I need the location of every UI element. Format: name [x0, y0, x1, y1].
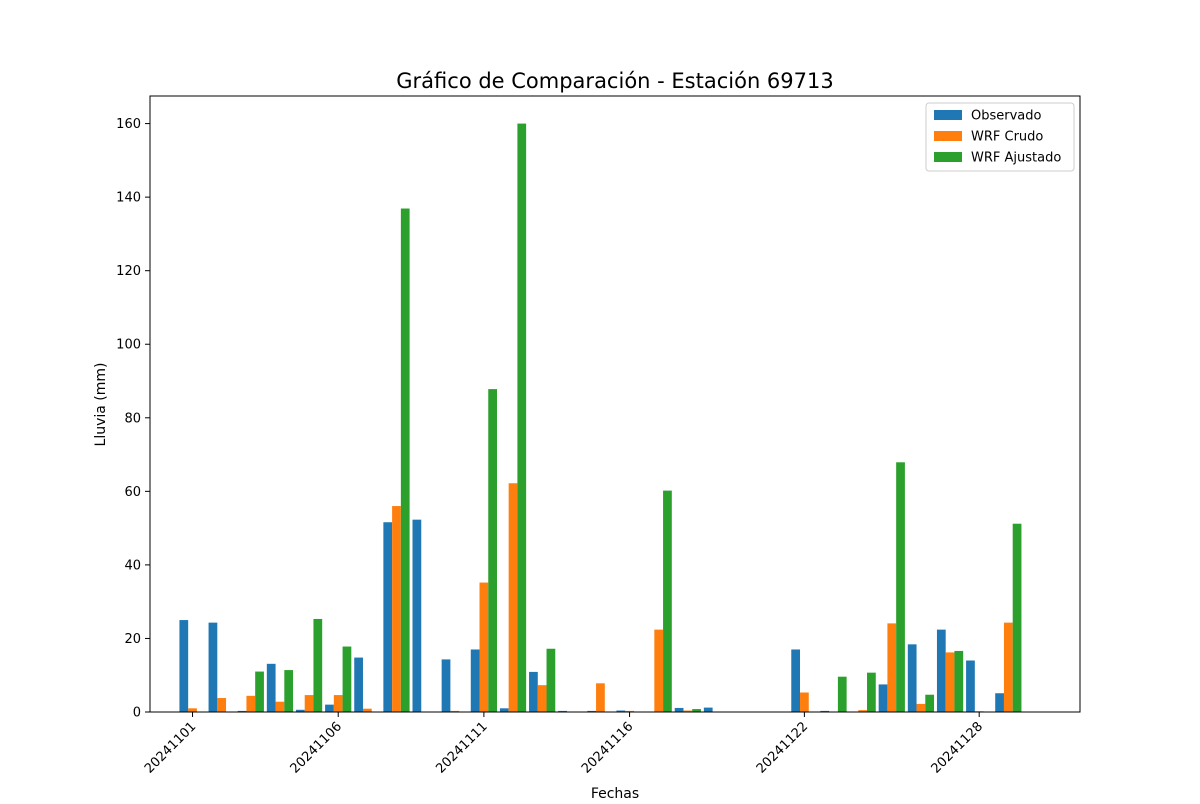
y-tick-label: 40 [124, 558, 141, 573]
bar-wrf-crudo-2024-11-01 [188, 708, 197, 712]
bar-wrf-ajustado-2024-11-12 [517, 123, 527, 712]
bar-wrf-crudo-2024-11-29 [1003, 622, 1013, 712]
legend-box [925, 102, 1075, 172]
axes-frame [149, 95, 1081, 713]
y-tick-label: 140 [116, 191, 141, 206]
bar-wrf-ajustado-2024-11-13 [546, 648, 556, 712]
bar-observado-2024-11-27 [936, 629, 946, 712]
y-tick-label: 0 [133, 706, 141, 721]
bar-observado-2024-11-14 [558, 710, 567, 712]
bar-observado-2024-11-26 [907, 644, 917, 712]
bar-wrf-ajustado-2024-11-05 [313, 618, 323, 712]
y-tick-label: 80 [124, 411, 141, 426]
y-tick-label: 120 [116, 264, 141, 279]
bar-wrf-crudo-2024-11-02 [217, 698, 227, 712]
bar-wrf-crudo-2024-11-11 [479, 582, 489, 712]
bar-wrf-crudo-2024-11-22 [800, 692, 809, 712]
bar-observado-2024-11-06 [325, 704, 334, 712]
bar-observado-2024-11-03 [237, 710, 247, 712]
bar-wrf-crudo-2024-11-12 [508, 483, 518, 712]
y-tick-label: 160 [116, 117, 141, 132]
bar-wrf-crudo-2024-11-08 [392, 506, 401, 712]
bar-wrf-ajustado-2024-11-08 [400, 208, 410, 712]
bar-observado-2024-11-08 [383, 522, 393, 712]
x-axis-label: Fechas [591, 786, 639, 800]
bar-wrf-crudo-2024-11-27 [945, 652, 955, 712]
bar-observado-2024-11-12 [499, 708, 509, 712]
bar-wrf-crudo-2024-11-10 [450, 710, 460, 712]
legend: Observado WRF Crudo WRF Ajustado [925, 102, 1075, 172]
bar-observado-2024-11-05 [295, 709, 305, 712]
bar-observado-2024-11-16 [616, 710, 626, 712]
bar-wrf-crudo-2024-11-03 [246, 695, 256, 712]
bar-observado-2024-11-01 [179, 620, 189, 712]
y-axis-label: Lluvia (mm) [93, 363, 109, 447]
bar-wrf-crudo-2024-11-13 [537, 685, 547, 712]
bar-observado-2024-11-18 [674, 707, 684, 712]
bar-wrf-ajustado-2024-11-06 [342, 646, 352, 712]
bar-observado-2024-11-10 [441, 659, 451, 712]
legend-swatch-wrf-ajustado [934, 152, 962, 162]
legend-swatch-wrf-crudo [934, 131, 962, 141]
bar-wrf-crudo-2024-11-04 [275, 701, 285, 712]
bar-wrf-crudo-2024-11-24 [858, 710, 868, 712]
bar-observado-2024-11-11 [470, 649, 480, 712]
bar-wrf-crudo-2024-11-06 [333, 695, 343, 712]
bar-wrf-ajustado-2024-11-27 [954, 650, 964, 712]
bar-observado-2024-11-23 [820, 710, 830, 712]
bar-wrf-crudo-2024-11-15 [596, 683, 605, 712]
bar-wrf-ajustado-2024-11-24 [867, 672, 876, 712]
bar-observado-2024-11-22 [791, 649, 801, 712]
y-tick-label: 20 [124, 632, 141, 647]
bar-wrf-crudo-2024-11-16 [625, 710, 634, 712]
bar-wrf-crudo-2024-11-17 [654, 629, 664, 712]
bar-wrf-crudo-2024-11-07 [362, 708, 372, 712]
bar-wrf-ajustado-2024-11-04 [284, 670, 294, 712]
y-tick-label: 60 [124, 485, 141, 500]
bar-wrf-ajustado-2024-11-11 [488, 389, 497, 712]
bar-wrf-crudo-2024-11-05 [304, 695, 314, 712]
bar-wrf-ajustado-2024-11-25 [896, 462, 905, 712]
bar-observado-2024-11-04 [266, 663, 276, 712]
bar-observado-2024-11-19 [703, 707, 713, 712]
bar-observado-2024-11-28 [966, 660, 975, 712]
bar-observado-2024-11-15 [587, 710, 597, 712]
bar-observado-2024-11-25 [878, 684, 888, 712]
bar-wrf-ajustado-2024-11-29 [1012, 523, 1022, 712]
bar-wrf-crudo-2024-11-25 [887, 623, 897, 712]
bar-wrf-crudo-2024-11-26 [916, 703, 926, 712]
legend-label-wrf-ajustado: WRF Ajustado [971, 151, 1061, 166]
legend-label-observado: Observado [971, 109, 1042, 124]
bar-wrf-ajustado-2024-11-23 [837, 676, 847, 712]
bar-wrf-ajustado-2024-11-03 [255, 671, 264, 712]
bar-observado-2024-11-29 [995, 693, 1004, 712]
bar-observado-2024-11-02 [208, 622, 218, 712]
bar-observado-2024-11-13 [529, 671, 538, 712]
chart-title: Gráfico de Comparación - Estación 69713 [396, 69, 833, 93]
y-tick-label: 100 [116, 338, 141, 353]
bar-wrf-crudo-2024-11-18 [683, 710, 693, 712]
bar-observado-2024-11-07 [354, 657, 363, 712]
bar-wrf-ajustado-2024-11-18 [692, 709, 701, 712]
bar-observado-2024-11-09 [412, 519, 422, 712]
bar-wrf-ajustado-2024-11-26 [925, 694, 935, 712]
legend-label-wrf-crudo: WRF Crudo [971, 130, 1043, 145]
bar-wrf-ajustado-2024-11-17 [663, 490, 672, 712]
legend-swatch-observado [934, 110, 962, 120]
